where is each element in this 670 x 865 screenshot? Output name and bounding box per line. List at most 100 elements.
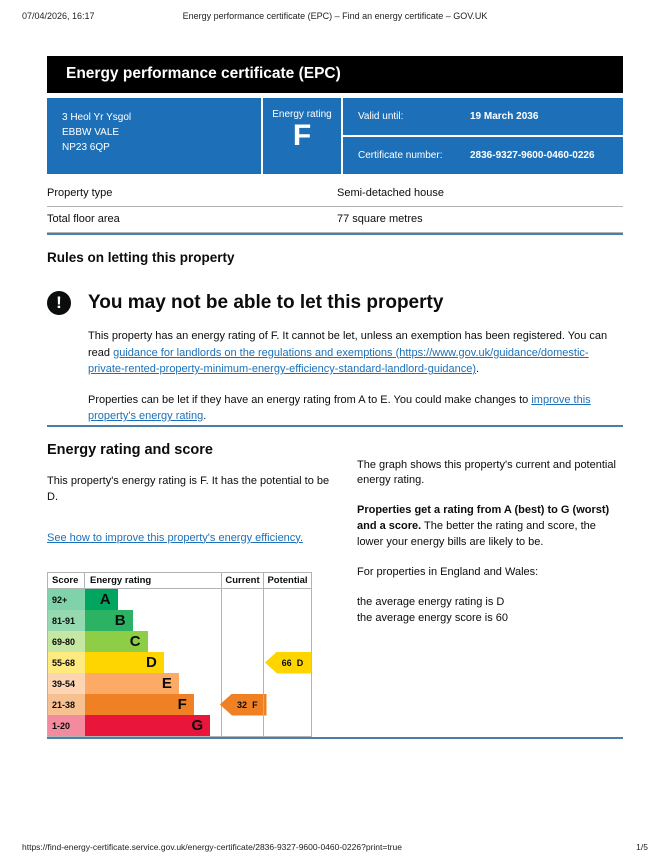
validity-block: Valid until: 19 March 2036 Certificate n…: [343, 98, 623, 174]
potential-letter: D: [296, 657, 304, 668]
energy-rating-block: Energy rating F: [263, 98, 341, 174]
warning-exclamation-icon: !: [47, 291, 71, 315]
band-bar-cell: G: [85, 715, 221, 736]
band-bar-d: D: [85, 652, 164, 673]
current-rating-arrow: 32 F: [219, 693, 267, 716]
warning-paragraph-1-text: This property has an energy rating of F.…: [88, 330, 608, 359]
epc-rating-chart: Score Energy rating Current Potential 92+ A 81…: [47, 572, 312, 737]
band-bar-cell: D: [85, 652, 221, 673]
rating-score-heading: Energy rating and score: [47, 441, 213, 458]
improve-efficiency-link[interactable]: See how to improve this property's energ…: [47, 531, 304, 544]
energy-rating-value: F: [292, 119, 312, 152]
certificate-page: Energy performance certificate (EPC) 3 H…: [0, 56, 670, 739]
band-bar-cell: E: [85, 673, 221, 694]
rating-explainer-text: Properties get a rating from A (best) to…: [357, 503, 623, 551]
valid-until-value: 19 March 2036: [470, 111, 539, 122]
potential-score: 66: [281, 657, 292, 668]
print-footer-url: https://find-energy-certificate.service.…: [22, 842, 402, 852]
band-bar-a: A: [85, 589, 118, 610]
band-bar-cell: F: [85, 694, 221, 715]
certificate-summary-box: 3 Heol Yr Ysgol EBBW VALE NP23 6QP Energ…: [47, 98, 623, 174]
band-bar-cell: B: [85, 610, 221, 631]
epc-band-row: 1-20 G: [48, 715, 311, 736]
property-type-value: Semi-detached house: [337, 187, 445, 199]
potential-rating-arrow: 66 D: [264, 651, 312, 674]
chart-column-header: Energy rating: [85, 573, 221, 589]
rating-explainer-rest: The better the rating and score, the low…: [357, 520, 596, 549]
rating-score-text: This property's energy rating is F. It h…: [47, 474, 330, 504]
summary-vertical-divider: [261, 98, 263, 174]
band-score-range: 69-80: [48, 631, 85, 652]
summary-horizontal-divider: [343, 135, 623, 137]
current-score: 32: [237, 699, 248, 710]
current-column-cell: [221, 631, 263, 652]
current-column-cell: [221, 652, 263, 673]
current-column-cell: [221, 715, 263, 736]
england-wales-text: For properties in England and Wales:: [357, 566, 539, 579]
potential-column-cell: [263, 673, 311, 694]
warning-heading: You may not be able to let this property: [88, 292, 444, 313]
address-line-1: 3 Heol Yr Ysgol: [62, 112, 132, 123]
rating-score-section: Energy rating and score This property's …: [47, 440, 623, 738]
epc-band-row: 21-38 F 32 F: [48, 693, 311, 716]
certificate-number-label: Certificate number:: [358, 150, 443, 161]
band-bar-cell: C: [85, 631, 221, 652]
browser-print-footer: https://find-energy-certificate.service.…: [22, 842, 648, 852]
letting-warning: ! You may not be able to let this proper…: [47, 291, 623, 425]
address-line-3: NP23 6QP: [62, 142, 110, 153]
epc-band-row: 81-91 B: [48, 610, 311, 631]
band-bar-f: F: [85, 694, 194, 715]
current-column-cell: [221, 673, 263, 694]
averages-block: the average energy rating is D the avera…: [357, 595, 623, 627]
address-line-2: EBBW VALE: [62, 127, 120, 138]
summary-vertical-divider: [341, 98, 343, 174]
current-letter: F: [252, 699, 258, 710]
landlord-guidance-link[interactable]: guidance for landlords on the regulation…: [88, 346, 589, 376]
band-bar-cell: A: [85, 589, 221, 610]
chart-header-row: Score Energy rating Current Potential: [48, 573, 311, 589]
warning-paragraph-2: Properties can be let if they have an en…: [88, 392, 623, 425]
improve-rating-link[interactable]: improve this property's energy rating: [88, 393, 591, 423]
current-column-cell: 32 F: [219, 693, 267, 716]
energy-rating-label: Energy rating: [272, 109, 332, 120]
chart-column-header: Score: [48, 573, 85, 589]
rating-score-right-column: The graph shows this property's current …: [357, 440, 623, 738]
banner-title: Energy performance certificate (EPC): [66, 65, 341, 82]
band-score-range: 92+: [48, 589, 85, 610]
rules-section-heading: Rules on letting this property: [47, 250, 235, 265]
floor-area-value: 77 square metres: [337, 213, 423, 225]
valid-until-row: Valid until: 19 March 2036: [343, 98, 623, 135]
valid-until-label: Valid until:: [358, 111, 404, 122]
band-score-range: 55-68: [48, 652, 85, 673]
potential-column-cell: [263, 631, 311, 652]
section-divider: [47, 424, 623, 427]
chart-column-header: Potential: [263, 573, 311, 589]
epc-band-row: 69-80 C: [48, 631, 311, 652]
rating-explainer-bold: Properties get a rating from A (best) to…: [357, 504, 610, 533]
epc-band-row: 92+ A: [48, 589, 311, 610]
potential-column-cell: [263, 694, 311, 715]
property-facts-table: Property type Semi-detached house Total …: [47, 181, 623, 233]
certificate-number-row: Certificate number: 2836-9327-9600-0460-…: [343, 137, 623, 174]
section-divider: [47, 233, 623, 235]
warning-paragraph-2-period: .: [203, 410, 207, 422]
warning-paragraph-2-text: Properties can be let if they have an en…: [88, 393, 532, 406]
table-row: Property type Semi-detached house: [47, 181, 623, 207]
print-footer-page-number: 1/5: [636, 842, 648, 852]
print-datetime: 07/04/2026, 16:17: [22, 11, 95, 21]
potential-column-cell: [263, 589, 311, 610]
graph-explainer-text: The graph shows this property's current …: [357, 458, 616, 487]
table-row: Total floor area 77 square metres: [47, 207, 623, 233]
current-column-cell: [221, 589, 263, 610]
band-bar-c: C: [85, 631, 148, 652]
section-divider: [47, 737, 623, 739]
floor-area-label: Total floor area: [47, 213, 120, 225]
average-score-text: the average energy score is 60: [357, 612, 509, 625]
average-rating-text: the average energy rating is D: [357, 596, 505, 609]
band-score-range: 21-38: [48, 694, 85, 715]
browser-print-header: 07/04/2026, 16:17 Energy performance cer…: [0, 0, 670, 24]
potential-column-cell: 66 D: [263, 651, 312, 674]
potential-column-cell: [263, 610, 311, 631]
band-bar-e: E: [85, 673, 179, 694]
chart-column-header: Current: [221, 573, 263, 589]
